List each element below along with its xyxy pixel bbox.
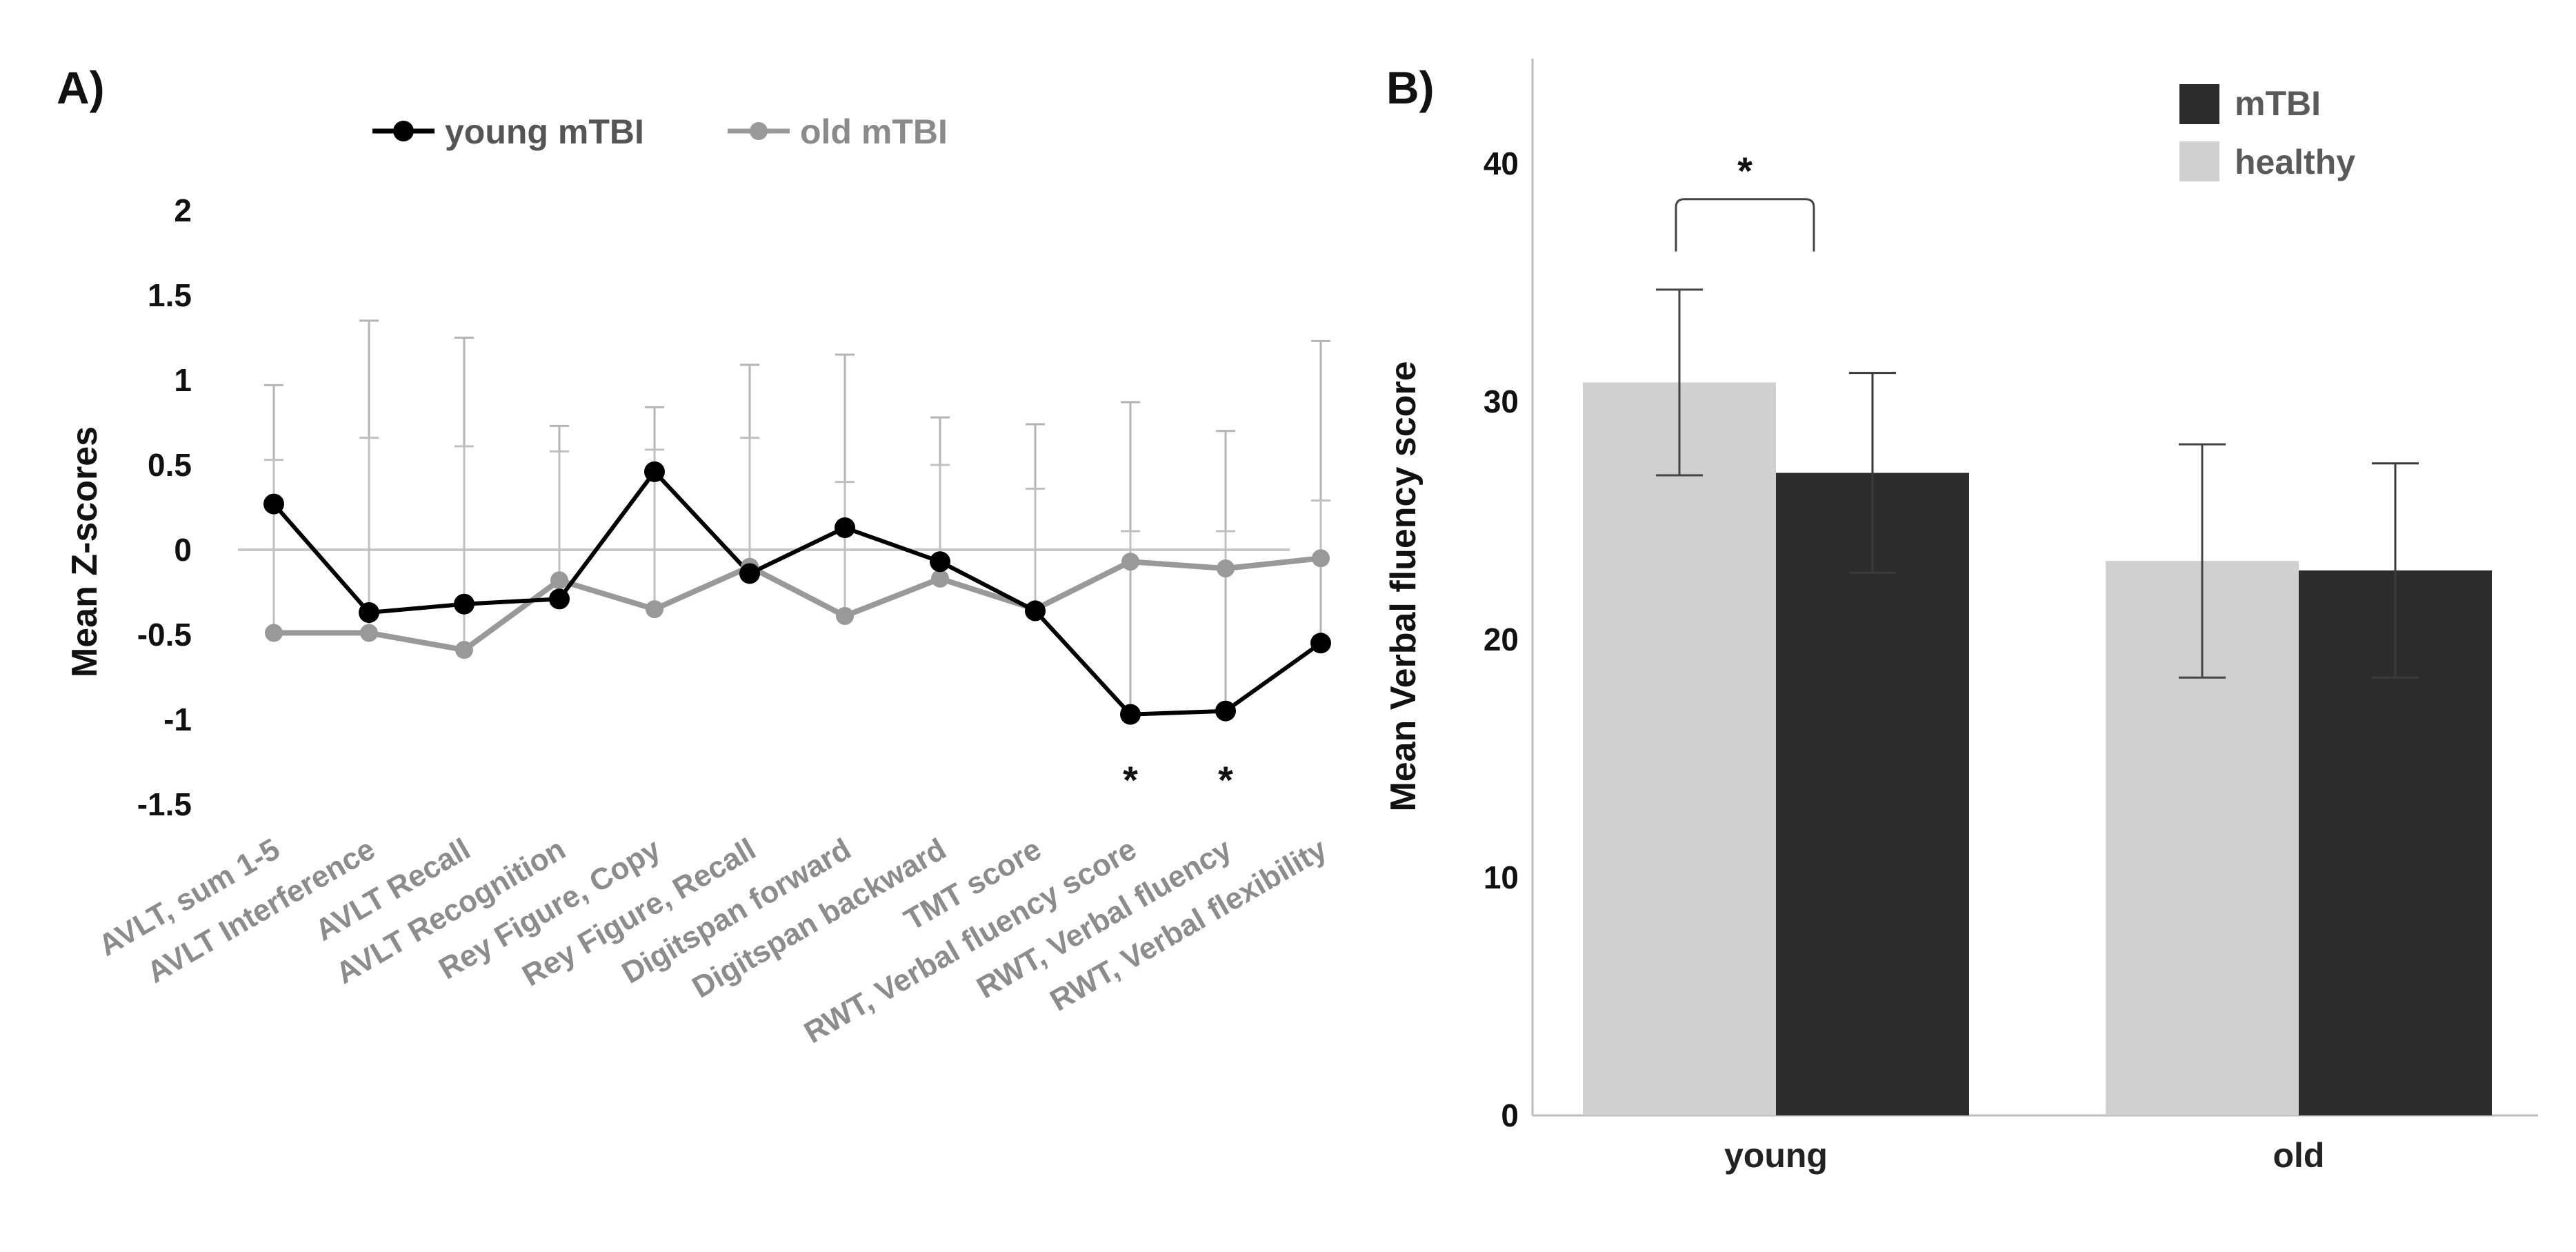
legend-healthy-swatch xyxy=(2179,141,2219,181)
panel-a-ytick-3: 0.5 xyxy=(148,447,192,483)
panel-a-point-young-mtbi-6 xyxy=(835,517,855,539)
panel-a-ytick-4: 0 xyxy=(174,532,192,568)
legend-mtbi-swatch xyxy=(2179,84,2219,124)
legend-old-label: old mTBI xyxy=(800,112,948,151)
panel-a-ytick-7: -1.5 xyxy=(137,786,192,822)
panel-a-point-old-mtbi-4 xyxy=(646,600,663,619)
panel-a-legend: young mTBI old mTBI xyxy=(372,112,948,151)
panel-a-points xyxy=(263,461,1331,725)
panel-a-point-old-mtbi-10 xyxy=(1217,559,1235,578)
panel-a-point-old-mtbi-1 xyxy=(360,624,378,642)
panel-a-point-young-mtbi-7 xyxy=(930,551,950,573)
panel-b-ytick-2: 20 xyxy=(1484,622,1519,657)
panel-a-point-young-mtbi-4 xyxy=(644,461,665,482)
panel-a-point-young-mtbi-9 xyxy=(1120,704,1141,725)
legend-mtbi-label: mTBI xyxy=(2235,84,2321,123)
panel-a-label: A) xyxy=(57,62,105,113)
panel-b-ytick-3: 10 xyxy=(1484,859,1519,895)
panel-a-point-young-mtbi-2 xyxy=(454,593,475,615)
panel-b-significance: * xyxy=(1675,149,1815,252)
panel-b-category-young: young xyxy=(1724,1136,1828,1175)
legend-young-marker xyxy=(393,121,414,141)
panel-a-ytick-1: 1.5 xyxy=(148,277,192,313)
panel-a-point-young-mtbi-11 xyxy=(1310,633,1331,654)
panel-b-bar-healthy-young xyxy=(1583,382,1776,1115)
panel-a-star-1: * xyxy=(1218,758,1233,802)
legend-young-label: young mTBI xyxy=(445,112,644,151)
panel-b-error-bars xyxy=(1656,288,2419,679)
panel-a-series-lines xyxy=(272,469,1322,717)
panel-a-point-old-mtbi-0 xyxy=(265,624,283,642)
panel-b-label: B) xyxy=(1386,62,1435,113)
panel-b-significance-bracket xyxy=(1675,198,1815,252)
panel-a-ytick-6: -1 xyxy=(163,702,192,737)
panel-a-point-old-mtbi-9 xyxy=(1121,553,1139,571)
panel-a-point-young-mtbi-3 xyxy=(549,588,570,610)
panel-a-error-bars xyxy=(264,319,1330,715)
panel-a-point-young-mtbi-0 xyxy=(263,493,284,515)
panel-a-point-young-mtbi-1 xyxy=(359,602,379,624)
panel-a-ytick-0: 2 xyxy=(174,192,192,228)
panel-b-bars xyxy=(1583,382,2492,1115)
panel-b-ylabel: Mean Verbal fluency score xyxy=(1384,361,1424,811)
panel-a-ylabel: Mean Z-scores xyxy=(65,426,105,677)
panel-a-point-old-mtbi-2 xyxy=(455,641,473,659)
panel-b-category-old: old xyxy=(2273,1136,2325,1175)
panel-b-categories: young old xyxy=(1724,1136,2324,1175)
panel-b-y-ticks: 40 30 20 10 0 xyxy=(1484,146,1519,1133)
panel-a-line-young-mtbi xyxy=(272,469,1322,717)
panel-a-star-0: * xyxy=(1123,758,1138,802)
panel-b-ytick-4: 0 xyxy=(1501,1097,1519,1133)
panel-b-ytick-1: 30 xyxy=(1484,384,1519,419)
panel-a-point-old-mtbi-11 xyxy=(1312,549,1330,568)
panel-b-bar-mtbi-young xyxy=(1776,473,1969,1115)
panel-a-point-old-mtbi-3 xyxy=(550,571,568,590)
panel-a-point-young-mtbi-8 xyxy=(1025,600,1046,622)
panel-a-point-young-mtbi-5 xyxy=(739,563,760,584)
panel-b-significance-star: * xyxy=(1737,149,1753,192)
panel-a-ytick-5: -0.5 xyxy=(137,617,192,653)
panel-b-ytick-0: 40 xyxy=(1484,146,1519,181)
panel-b: B) Mean Verbal fluency score mTBI health… xyxy=(1384,59,2538,1175)
panel-a-y-ticks: 2 1.5 1 0.5 0 -0.5 -1 -1.5 xyxy=(137,192,192,822)
panel-b-legend: mTBI healthy xyxy=(2179,84,2355,181)
panel-a-point-young-mtbi-10 xyxy=(1215,700,1236,722)
panel-a-ytick-2: 1 xyxy=(174,362,192,398)
panel-a-significance: * * xyxy=(1123,758,1233,802)
panel-a: A) young mTBI old mTBI Mean Z-scores 2 1.… xyxy=(57,62,1332,1050)
legend-healthy-label: healthy xyxy=(2235,143,2355,181)
panel-a-line-old-mtbi xyxy=(274,555,1321,653)
panel-a-point-old-mtbi-6 xyxy=(836,606,854,625)
panel-a-point-old-mtbi-7 xyxy=(931,569,949,588)
legend-old-marker xyxy=(750,122,768,140)
